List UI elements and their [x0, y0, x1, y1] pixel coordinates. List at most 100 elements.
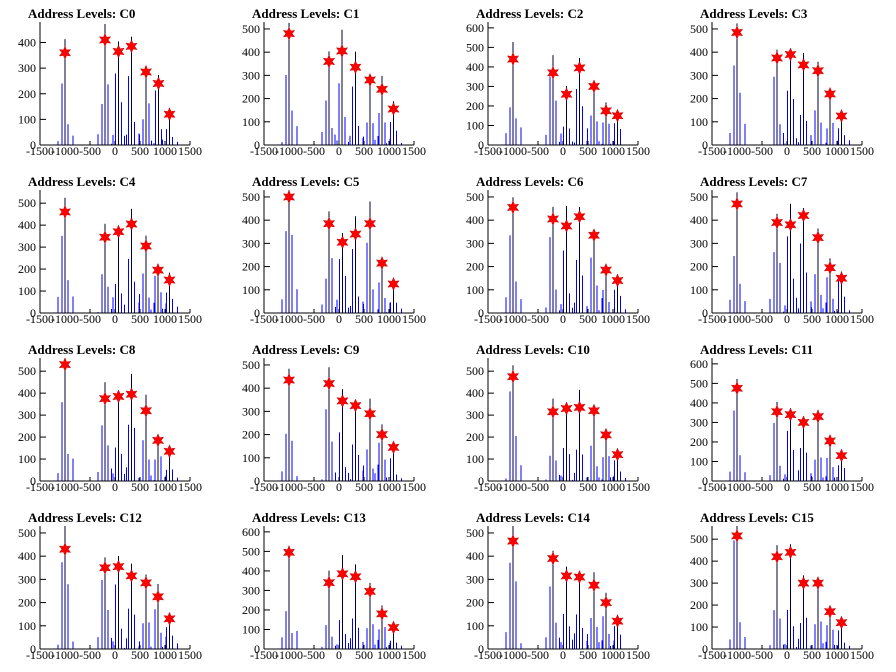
peak-star-marker [587, 79, 601, 94]
y-tick-label: 300 [690, 236, 708, 250]
x-tick-label: 1000 [825, 480, 849, 494]
y-tick-label: 500 [242, 358, 260, 372]
x-tick-label: 0 [336, 648, 342, 662]
x-tick-label: 1000 [825, 144, 849, 158]
y-tick-label: 500 [690, 190, 708, 204]
x-tick-label: -500 [303, 648, 325, 662]
y-tick-label: 500 [242, 190, 260, 204]
y-tick-label: 0 [30, 642, 36, 656]
peak-star-marker [151, 433, 165, 448]
y-tick-label: 500 [242, 544, 260, 558]
x-tick-label: 0 [784, 648, 790, 662]
chart-title: Address Levels: C5 [252, 174, 360, 189]
y-tick-label: 400 [690, 554, 708, 568]
y-tick-label: 300 [690, 415, 708, 429]
peak-star-marker [125, 387, 138, 402]
y-tick-label: 400 [466, 386, 484, 400]
x-tick-label: -500 [79, 480, 101, 494]
chart-panel-13: Address Levels: C13 0 100 200 300 400 500 600 -1… [242, 510, 426, 662]
y-tick-label: 300 [18, 408, 36, 422]
peak-star-marker [611, 108, 624, 123]
peak-star-marker [811, 576, 825, 591]
y-tick-label: 100 [690, 454, 708, 468]
y-tick-label: 200 [466, 99, 484, 113]
x-tick-label: -1500 [250, 144, 278, 158]
x-tick-label: 0 [784, 480, 790, 494]
y-tick-label: 500 [466, 190, 484, 204]
y-tick-label: 200 [242, 603, 260, 617]
y-tick-label: 0 [702, 138, 708, 152]
y-tick-label: 100 [18, 452, 36, 466]
chart-title: Address Levels: C6 [476, 174, 584, 189]
peak-star-marker [811, 63, 825, 78]
peak-star-marker [363, 216, 377, 231]
y-tick-label: 0 [254, 138, 260, 152]
y-tick-label: 200 [242, 92, 260, 106]
x-tick-label: -1000 [499, 480, 527, 494]
y-tick-label: 100 [466, 118, 484, 132]
x-tick-label: 500 [131, 648, 149, 662]
x-tick-label: -1000 [51, 144, 79, 158]
chart-title: Address Levels: C8 [28, 342, 136, 357]
x-tick-label: -1500 [250, 648, 278, 662]
y-tick-label: 400 [18, 36, 36, 50]
y-tick-label: 400 [690, 45, 708, 59]
x-tick-label: -1500 [474, 144, 502, 158]
x-tick-label: -500 [79, 648, 101, 662]
peak-star-marker [573, 570, 586, 585]
y-tick-label: 500 [18, 526, 36, 540]
x-tick-label: -1000 [499, 144, 527, 158]
histogram-bins [57, 24, 178, 145]
chart-panel-10: Address Levels: C10 0 100 200 300 400 500 -1500… [466, 342, 650, 494]
y-tick-label: 200 [242, 428, 260, 442]
y-tick-label: 400 [466, 213, 484, 227]
y-tick-label: 200 [690, 435, 708, 449]
peak-star-marker [599, 103, 613, 118]
x-tick-label: 1000 [601, 144, 625, 158]
y-tick-label: 100 [466, 283, 484, 297]
peak-star-marker [730, 196, 744, 211]
peak-star-marker [560, 568, 573, 583]
y-tick-label: 100 [18, 619, 36, 633]
histogram-bins [57, 526, 178, 649]
x-tick-label: 0 [784, 144, 790, 158]
y-tick-label: 300 [18, 240, 36, 254]
peak-star-marker [823, 433, 837, 448]
x-tick-label: 0 [336, 312, 342, 326]
peak-star-marker [336, 566, 349, 581]
peak-star-marker [587, 403, 601, 418]
x-tick-label: 1000 [377, 648, 401, 662]
x-tick-label: -500 [527, 312, 549, 326]
peak-star-marker [282, 373, 296, 388]
chart-panel-9: Address Levels: C90100200300400500-1500-… [242, 342, 426, 494]
y-tick-label: 200 [18, 430, 36, 444]
peak-star-marker [58, 542, 72, 557]
y-tick-label: 300 [242, 404, 260, 418]
peak-star-marker [387, 620, 400, 635]
peak-star-marker [599, 263, 613, 278]
x-tick-label: 500 [355, 480, 373, 494]
y-tick-label: 300 [18, 61, 36, 75]
peak-star-marker [98, 560, 112, 575]
x-tick-label: 1500 [178, 144, 202, 158]
chart-panel-5: Address Levels: C50100200300400500-1500-… [242, 174, 426, 326]
peak-star-marker [506, 534, 520, 549]
x-tick-label: 1500 [626, 480, 650, 494]
peak-star-marker [125, 39, 138, 54]
peak-star-marker [112, 559, 125, 574]
y-tick-label: 0 [254, 474, 260, 488]
chart-title: Address Levels: C2 [476, 6, 583, 21]
chart-title: Address Levels: C0 [28, 6, 135, 21]
x-tick-label: 0 [560, 648, 566, 662]
x-tick-label: -500 [79, 312, 101, 326]
peak-star-marker [322, 216, 336, 231]
x-tick-label: -1500 [474, 312, 502, 326]
x-tick-label: 1500 [626, 144, 650, 158]
y-tick-label: 300 [466, 572, 484, 586]
x-tick-label: -1500 [250, 312, 278, 326]
peak-star-marker [770, 549, 784, 564]
y-tick-label: 300 [690, 68, 708, 82]
peak-star-marker [151, 589, 165, 604]
peak-star-marker [375, 82, 389, 97]
